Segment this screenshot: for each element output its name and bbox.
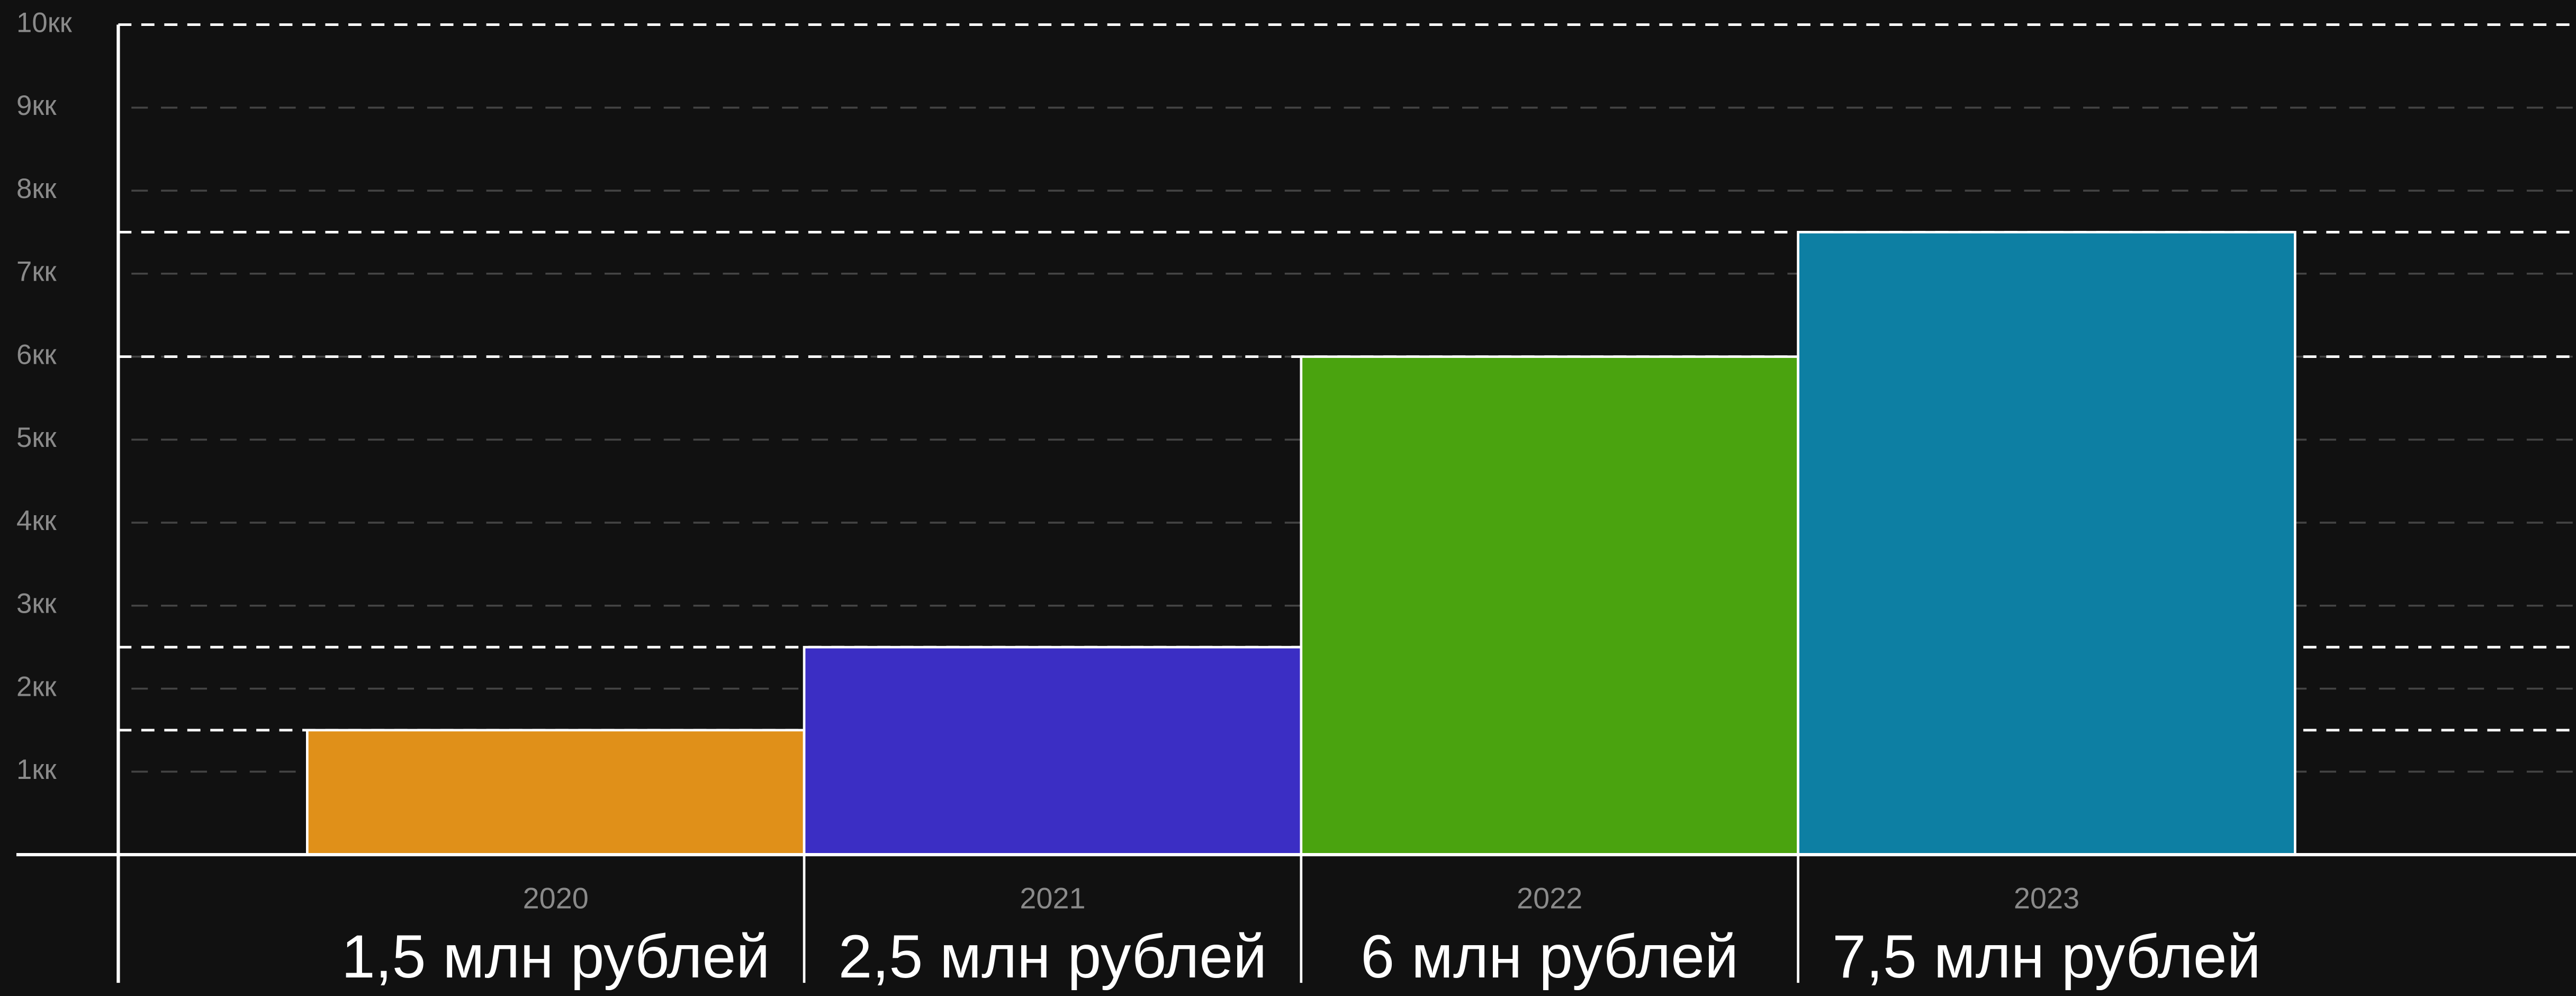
value-label: 2,5 млн рублей <box>839 923 1267 991</box>
y-tick-label: 8кк <box>16 173 57 204</box>
y-tick-label: 5кк <box>16 422 57 453</box>
x-tick-label: 2021 <box>1020 882 1085 915</box>
x-tick-label: 2023 <box>2014 882 2079 915</box>
y-tick-label: 6кк <box>16 339 57 370</box>
bar <box>803 645 1303 856</box>
y-tick-label: 9кк <box>16 90 57 121</box>
bar <box>1300 355 1799 856</box>
value-label: 7,5 млн рублей <box>1832 923 2261 991</box>
y-tick-label: 3кк <box>16 588 57 620</box>
y-tick-label: 7кк <box>16 256 57 288</box>
value-label: 1,5 млн рублей <box>341 923 770 991</box>
y-tick-label: 4кк <box>16 505 57 536</box>
x-tick-label: 2022 <box>1517 882 1582 915</box>
x-tick-label: 2020 <box>523 882 589 915</box>
y-tick-label: 1кк <box>16 754 57 785</box>
value-label: 6 млн рублей <box>1361 923 1739 991</box>
y-tick-label: 10кк <box>16 7 73 38</box>
y-tick-label: 2кк <box>16 671 57 702</box>
bar <box>1797 231 2296 856</box>
bar <box>305 729 806 856</box>
